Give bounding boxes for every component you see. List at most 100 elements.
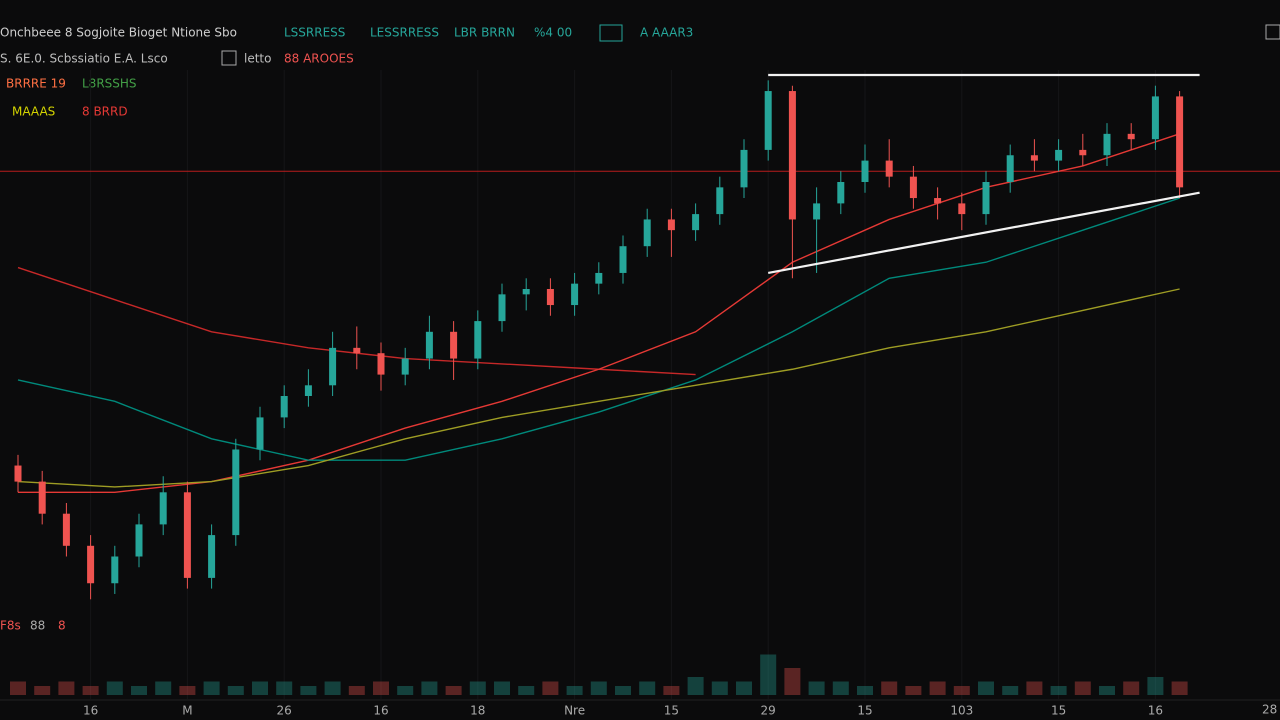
candle-body	[595, 272, 603, 284]
candle-body	[135, 524, 143, 557]
indicator-name: MAAAS	[12, 105, 55, 119]
candle-body	[450, 331, 458, 359]
volume-bar	[106, 681, 123, 695]
candle-body	[861, 160, 869, 182]
candle-body	[329, 347, 337, 386]
volume-bar	[518, 686, 535, 695]
candle-body	[1103, 133, 1111, 156]
tab[interactable]: A AAAR3	[640, 26, 693, 40]
x-tick-label: 15	[857, 704, 872, 718]
volume-bar	[373, 681, 389, 695]
candle-body	[934, 198, 942, 204]
candle-body	[474, 321, 482, 359]
volume-bar	[155, 681, 172, 695]
moving-average	[18, 133, 1180, 493]
tab[interactable]: LESSRRESS	[370, 26, 439, 40]
candle-body	[304, 385, 312, 396]
volume-label: F8s	[0, 619, 21, 633]
candle-body	[232, 449, 240, 536]
x-tick-label: 103	[950, 704, 973, 718]
volume-label: 88	[30, 619, 45, 633]
candle-body	[837, 182, 845, 204]
candle-body	[183, 492, 191, 578]
candle-body	[788, 91, 796, 220]
volume-bar	[131, 686, 147, 695]
candle-body	[1055, 149, 1063, 161]
candle-body	[1151, 96, 1159, 140]
volume-bar	[300, 686, 317, 695]
volume-bar	[1050, 686, 1067, 695]
volume-bar	[711, 681, 728, 695]
candle-body	[425, 331, 433, 359]
indicator-value: L8RSSHS	[82, 77, 137, 91]
header-title: Onchbeee 8 Sogjoite Bioget Ntione Sbo	[0, 26, 237, 40]
volume-bar	[953, 686, 970, 695]
indicator-value: 8 BRRD	[82, 105, 128, 119]
candle-body	[401, 358, 409, 375]
volume-bar	[227, 686, 244, 695]
x-tick-label: 16	[373, 704, 388, 718]
sub-item: letto	[244, 52, 271, 66]
candle-body	[813, 203, 821, 220]
volume-bar	[1074, 681, 1091, 695]
volume-bar	[348, 686, 365, 695]
volume-bar	[590, 681, 607, 695]
candle-body	[1176, 96, 1184, 188]
x-tick-label: 26	[277, 704, 292, 718]
moving-average	[17, 288, 1180, 488]
volume-bar	[663, 686, 680, 695]
corner-icon[interactable]	[1265, 24, 1280, 40]
volume-bar	[1002, 686, 1019, 695]
candle-body	[1127, 133, 1135, 140]
candle-body	[353, 347, 361, 354]
volume-bar	[929, 681, 946, 695]
header-subtitle: S. 6E.0. Scbssiatio E.A. Lsco	[0, 52, 168, 66]
candle-body	[982, 182, 990, 215]
candle-body	[1006, 155, 1014, 182]
volume-bar	[736, 681, 752, 695]
sub-item: 88 AROOES	[284, 52, 354, 66]
candle-body	[87, 545, 95, 584]
indicator-name: BRRRE 19	[6, 77, 66, 91]
sub-icon[interactable]	[221, 50, 237, 66]
candle-body	[958, 203, 966, 215]
candle-body	[619, 246, 627, 273]
volume-bar	[857, 686, 873, 695]
volume-bar	[615, 686, 631, 695]
volume-bar	[1099, 686, 1115, 695]
volume-bar	[566, 686, 583, 695]
candle-body	[764, 91, 772, 150]
volume-bar	[276, 681, 293, 695]
volume-bar	[978, 681, 994, 695]
volume-bar	[421, 681, 438, 695]
volume-bar	[397, 686, 414, 695]
tab[interactable]: LSSRRESS	[284, 26, 345, 40]
candle-body	[498, 294, 506, 322]
candle-body	[159, 492, 167, 525]
candle-body	[14, 465, 22, 482]
volume-bar	[1171, 681, 1188, 695]
volume-bar	[542, 681, 559, 695]
tab-icon[interactable]	[599, 24, 623, 42]
volume-bar	[445, 686, 462, 695]
tab[interactable]: LBR BRRN	[454, 26, 515, 40]
volume-bar	[82, 686, 99, 695]
trendline	[767, 191, 1200, 275]
volume-bar	[58, 681, 75, 695]
x-tick-label: 15	[664, 704, 679, 718]
candle-body	[716, 187, 724, 215]
volume-bar	[179, 686, 196, 695]
volume-bar	[760, 654, 777, 695]
volume-bar	[252, 681, 268, 695]
tab[interactable]: %4 00	[534, 26, 572, 40]
candle-body	[377, 353, 385, 375]
candle-body	[643, 219, 651, 247]
x-tick-label: 16	[1148, 704, 1163, 718]
volume-bar	[494, 681, 510, 695]
x-tick-label: Nre	[564, 704, 585, 718]
candle-body	[208, 535, 216, 578]
volume-bar	[1026, 681, 1043, 695]
candle-body	[885, 160, 893, 177]
candle-body	[909, 176, 917, 199]
volume-bar	[808, 681, 825, 695]
